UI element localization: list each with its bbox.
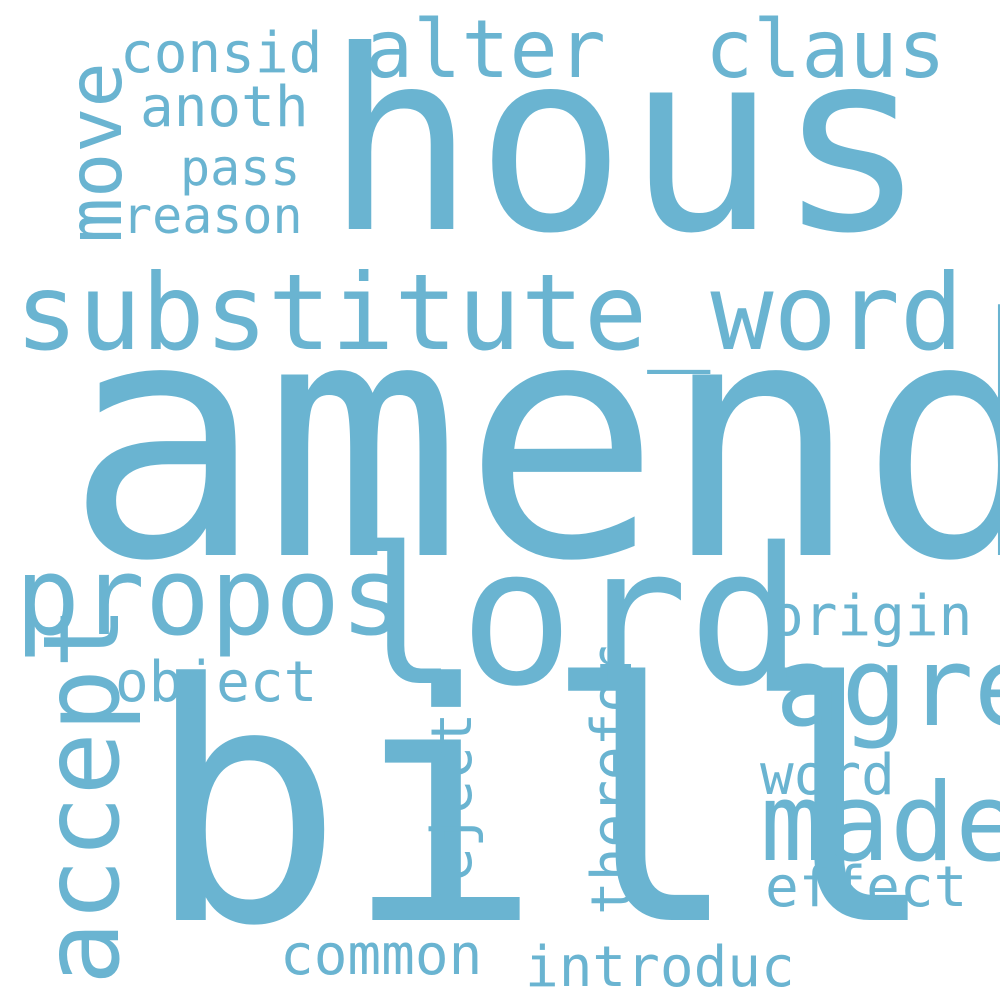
- word-reason: reason: [122, 187, 303, 245]
- word-move: move: [51, 62, 139, 243]
- word-agre: agre: [775, 623, 1000, 751]
- word-object: object: [115, 650, 318, 715]
- word-propos: propos: [15, 535, 406, 660]
- word-reject: reject: [420, 712, 485, 915]
- word-common: common: [280, 923, 483, 988]
- word-origin: origin: [770, 584, 973, 649]
- word-substitute-word: substitute_word: [15, 252, 964, 374]
- word-pass: pass: [180, 139, 301, 197]
- word-consid: consid: [120, 21, 323, 86]
- word-word: word: [760, 743, 895, 808]
- word-bill: bill: [145, 614, 940, 998]
- word-therefor: therefor: [580, 645, 645, 915]
- word-anoth: anoth: [140, 75, 309, 140]
- word-hous: hous: [325, 0, 928, 288]
- word-effect: effect: [765, 855, 968, 920]
- word-amend: amend: [65, 249, 1000, 633]
- word-accept: accept: [21, 605, 143, 985]
- word-made: made: [760, 761, 1000, 886]
- word-lord: lord: [345, 507, 803, 728]
- word-alter: alter: [365, 3, 606, 96]
- word-introduc: introduc: [525, 935, 795, 1000]
- word-claus: claus: [705, 3, 946, 96]
